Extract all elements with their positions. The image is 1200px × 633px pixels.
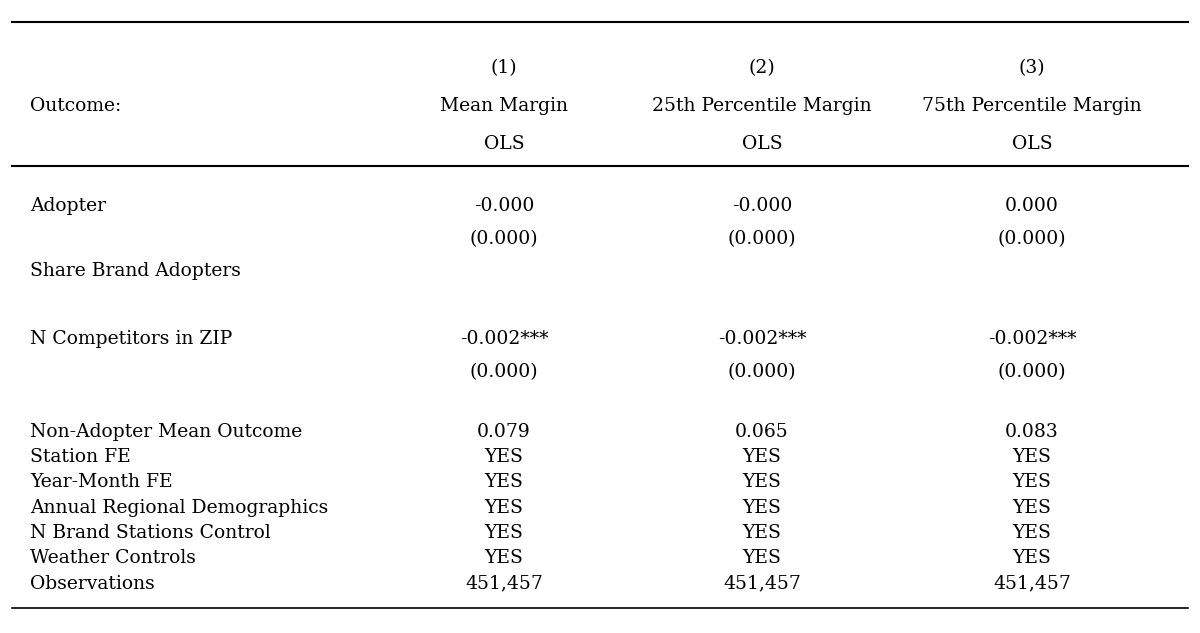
Text: YES: YES xyxy=(743,473,781,491)
Text: Year-Month FE: Year-Month FE xyxy=(30,473,173,491)
Text: (0.000): (0.000) xyxy=(997,230,1067,248)
Text: 0.065: 0.065 xyxy=(736,423,788,441)
Text: YES: YES xyxy=(743,448,781,466)
Text: Mean Margin: Mean Margin xyxy=(440,97,568,115)
Text: YES: YES xyxy=(485,549,523,567)
Text: 451,457: 451,457 xyxy=(724,575,800,592)
Text: Non-Adopter Mean Outcome: Non-Adopter Mean Outcome xyxy=(30,423,302,441)
Text: 0.000: 0.000 xyxy=(1006,197,1058,215)
Text: YES: YES xyxy=(1013,524,1051,542)
Text: YES: YES xyxy=(1013,448,1051,466)
Text: YES: YES xyxy=(485,524,523,542)
Text: YES: YES xyxy=(485,499,523,517)
Text: 25th Percentile Margin: 25th Percentile Margin xyxy=(652,97,872,115)
Text: (3): (3) xyxy=(1019,59,1045,77)
Text: YES: YES xyxy=(485,448,523,466)
Text: -0.002***: -0.002*** xyxy=(460,330,548,348)
Text: Station FE: Station FE xyxy=(30,448,131,466)
Text: YES: YES xyxy=(1013,549,1051,567)
Text: YES: YES xyxy=(485,473,523,491)
Text: Share Brand Adopters: Share Brand Adopters xyxy=(30,262,241,280)
Text: N Competitors in ZIP: N Competitors in ZIP xyxy=(30,330,233,348)
Text: YES: YES xyxy=(1013,499,1051,517)
Text: (0.000): (0.000) xyxy=(727,230,797,248)
Text: (1): (1) xyxy=(491,59,517,77)
Text: 75th Percentile Margin: 75th Percentile Margin xyxy=(922,97,1142,115)
Text: -0.002***: -0.002*** xyxy=(988,330,1076,348)
Text: Weather Controls: Weather Controls xyxy=(30,549,196,567)
Text: -0.000: -0.000 xyxy=(474,197,534,215)
Text: -0.000: -0.000 xyxy=(732,197,792,215)
Text: (0.000): (0.000) xyxy=(469,363,539,381)
Text: (2): (2) xyxy=(749,59,775,77)
Text: (0.000): (0.000) xyxy=(727,363,797,381)
Text: (0.000): (0.000) xyxy=(997,363,1067,381)
Text: Annual Regional Demographics: Annual Regional Demographics xyxy=(30,499,329,517)
Text: Outcome:: Outcome: xyxy=(30,97,121,115)
Text: N Brand Stations Control: N Brand Stations Control xyxy=(30,524,271,542)
Text: -0.002***: -0.002*** xyxy=(718,330,806,348)
Text: OLS: OLS xyxy=(742,135,782,153)
Text: 0.083: 0.083 xyxy=(1006,423,1058,441)
Text: YES: YES xyxy=(743,524,781,542)
Text: 451,457: 451,457 xyxy=(994,575,1070,592)
Text: YES: YES xyxy=(743,499,781,517)
Text: Adopter: Adopter xyxy=(30,197,106,215)
Text: OLS: OLS xyxy=(1012,135,1052,153)
Text: (0.000): (0.000) xyxy=(469,230,539,248)
Text: 0.079: 0.079 xyxy=(478,423,530,441)
Text: OLS: OLS xyxy=(484,135,524,153)
Text: YES: YES xyxy=(743,549,781,567)
Text: YES: YES xyxy=(1013,473,1051,491)
Text: Observations: Observations xyxy=(30,575,155,592)
Text: 451,457: 451,457 xyxy=(466,575,542,592)
